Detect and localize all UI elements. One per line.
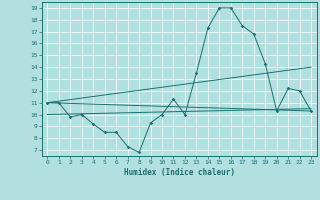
X-axis label: Humidex (Indice chaleur): Humidex (Indice chaleur) — [124, 168, 235, 177]
